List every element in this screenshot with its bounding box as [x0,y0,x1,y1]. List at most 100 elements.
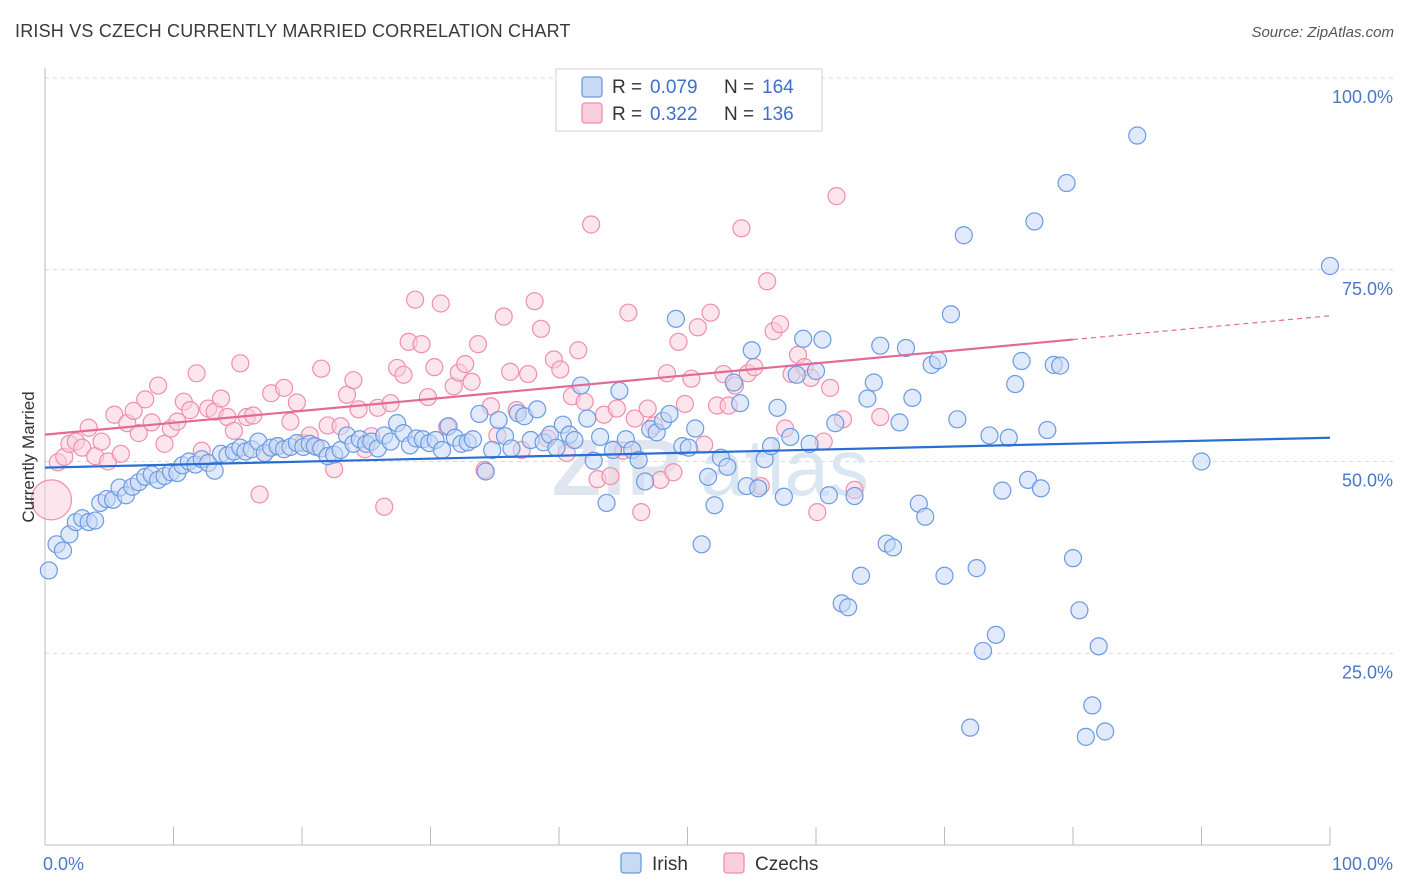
czech-point [79,418,98,437]
czech-point [148,376,168,395]
czech-point [155,434,174,453]
irish-point [890,413,909,432]
irish-point [1025,212,1044,231]
irish-point [686,419,705,438]
czech-point [638,399,657,418]
bottom-legend-swatch-czechs [723,852,745,874]
irish-point [705,496,724,515]
bottom-legend-label-czechs: Czechs [755,854,818,875]
czech-point [688,318,707,337]
irish-point [591,427,610,447]
czech-point [274,378,294,397]
irish-point [1018,470,1038,490]
irish-point [774,487,793,506]
czech-point [501,362,520,381]
irish-point [826,414,845,433]
czech-point [551,360,570,379]
czech-point [349,400,368,419]
irish-point [883,538,903,557]
irish-point [806,361,826,381]
irish-point [1083,696,1102,715]
legend-n-label-irish: N = [724,77,754,98]
irish-point [528,400,547,419]
irish-point [749,479,768,498]
irish-point [794,329,813,348]
irish-point [1006,374,1025,394]
irish-point [597,493,616,513]
irish-point [1057,173,1076,193]
irish-point [787,365,806,384]
czech-point [231,354,250,373]
czech-point [525,292,544,311]
irish-point [432,440,452,460]
irish-point [1320,256,1340,276]
czech-point [425,358,444,377]
czech-point [281,412,300,431]
czech-point [456,354,475,374]
legend-box: R = 0.079 N = 164 R = 0.322 N = 136 [555,68,823,132]
chart-title: IRISH VS CZECH CURRENTLY MARRIED CORRELA… [15,21,571,41]
czech-point [601,466,620,486]
irish-point [53,541,73,560]
czech-point [664,463,683,482]
legend-swatch-czechs [581,102,603,124]
irish-point [993,481,1012,500]
irish-point [547,438,566,457]
czech-point [701,303,720,322]
czech-point [675,394,695,414]
czech-point [344,371,363,390]
irish-point [999,428,1018,447]
czech-point [745,358,764,377]
czech-point [632,503,651,522]
czech-point [124,401,143,420]
irish-point [39,561,58,580]
czech-point [682,369,701,388]
y-tick-label: 50.0% [1342,471,1393,491]
czech-point [625,409,644,428]
czech-point [287,393,306,412]
points-layer [30,126,1340,746]
irish-trend-line [44,436,1331,469]
x-tick-label: 0.0% [43,854,84,874]
chart-source: Source: ZipAtlas.com [1251,24,1394,41]
czech-point [412,335,431,354]
y-tick-label: 25.0% [1342,662,1393,682]
czech-point [468,335,488,354]
czech-point [732,219,751,238]
axis-layer: 25.0% 50.0% 75.0% 100.0% 0.0% 100.0% [43,68,1393,874]
czech-point [187,364,206,383]
czech-trend-extension [1072,315,1331,341]
legend-n-label-czechs: N = [724,104,754,125]
irish-point [1070,601,1089,620]
czech-point [92,432,111,451]
irish-point [635,472,655,491]
czech-point [105,405,124,424]
czech-point [181,401,200,420]
czech-point [250,485,269,504]
irish-point [742,341,761,360]
irish-point [941,305,961,324]
irish-point [666,309,686,328]
irish-point [565,430,584,450]
irish-point [871,336,890,355]
czech-point [129,424,148,443]
irish-point [205,461,224,480]
czech-point [770,315,790,334]
czech-point [607,399,626,418]
czech-point [808,503,827,522]
czech-point [695,435,714,454]
czech-point [142,413,161,432]
czech-point [418,387,438,407]
irish-point [1031,479,1050,498]
bottom-legend-swatch-irish [620,852,642,874]
irish-point [1012,351,1031,371]
legend-r-label-irish: R = [612,77,642,98]
irish-point [629,450,648,470]
irish-point [381,432,400,451]
irish-point [1076,727,1095,746]
czech-trend-line [44,338,1074,436]
czech-point [519,364,538,384]
czech-point [394,365,413,384]
czech-point [575,392,594,411]
